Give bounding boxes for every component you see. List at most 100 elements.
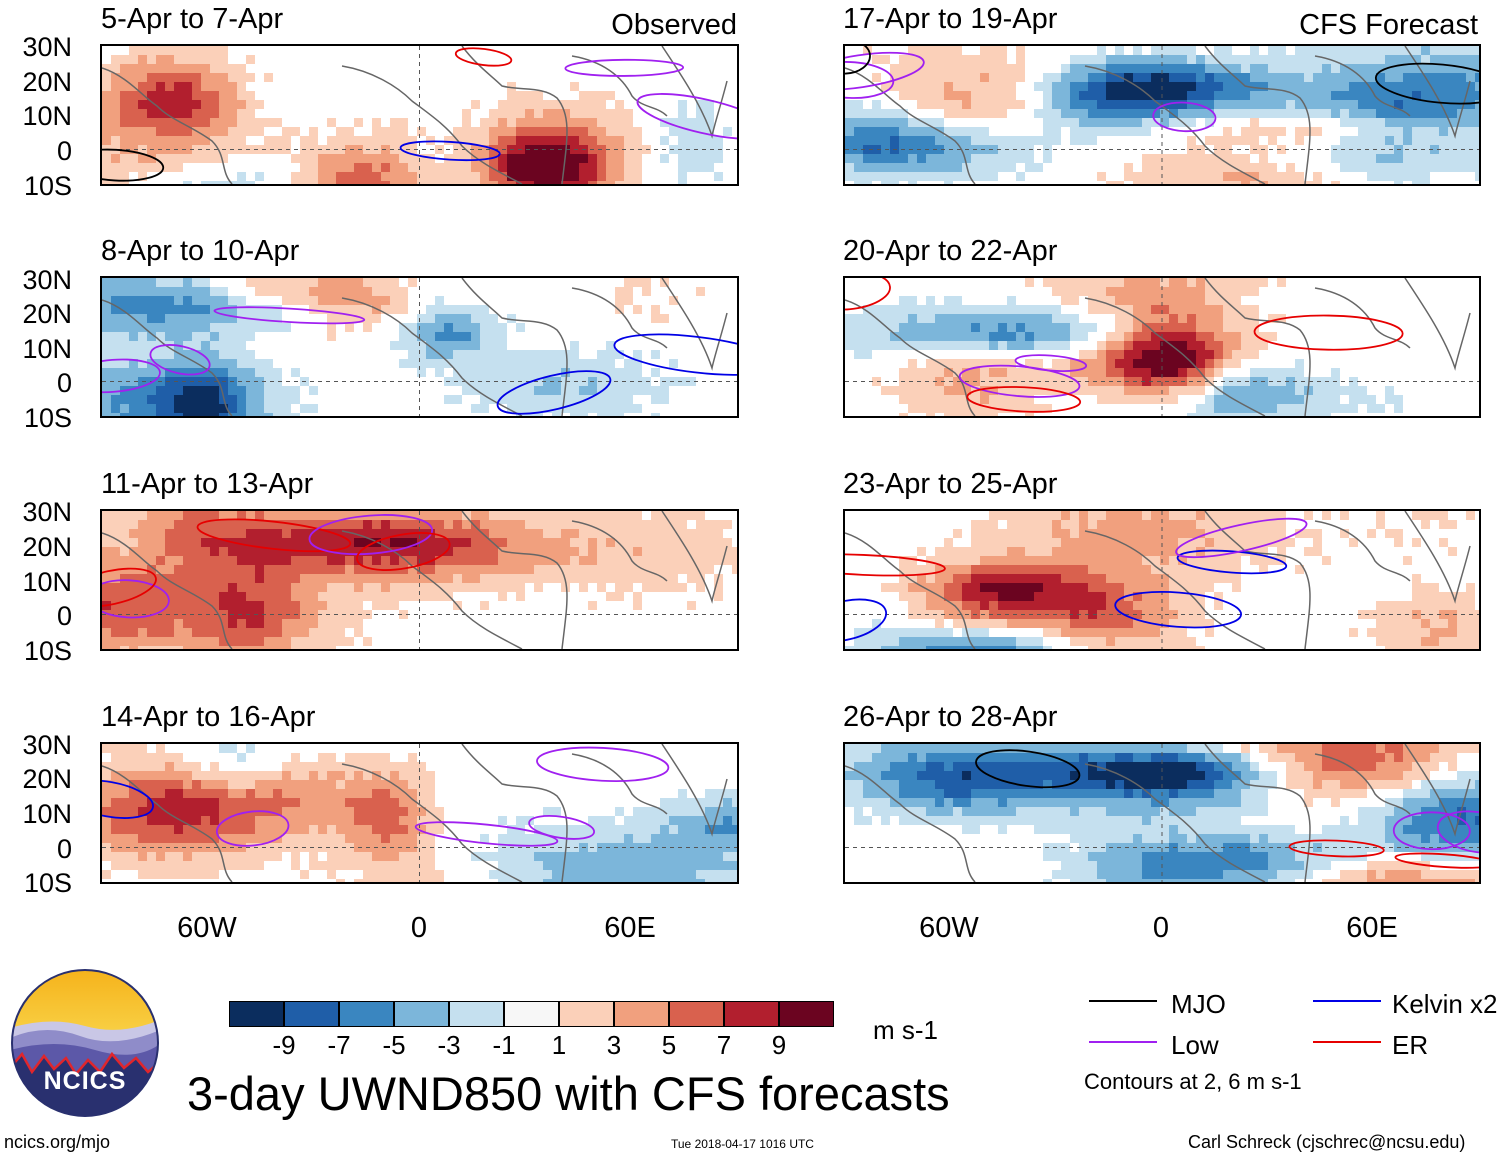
field-cell bbox=[606, 852, 615, 861]
field-cell bbox=[1034, 529, 1043, 538]
field-cell bbox=[908, 305, 917, 314]
field-cell bbox=[156, 413, 165, 416]
field-cell bbox=[120, 368, 129, 377]
field-cell bbox=[399, 181, 408, 184]
wave-contour bbox=[102, 579, 170, 619]
field-cell bbox=[183, 395, 192, 404]
field-cell bbox=[980, 172, 989, 181]
field-cell bbox=[1268, 314, 1277, 323]
field-cell bbox=[1232, 565, 1241, 574]
field-cell bbox=[624, 843, 633, 852]
field-cell bbox=[399, 834, 408, 843]
field-cell bbox=[183, 64, 192, 73]
field-cell bbox=[1133, 287, 1142, 296]
field-cell bbox=[516, 574, 525, 583]
field-cell bbox=[606, 825, 615, 834]
field-cell bbox=[201, 323, 210, 332]
field-cell bbox=[1349, 91, 1358, 100]
field-cell bbox=[435, 592, 444, 601]
field-cell bbox=[345, 762, 354, 771]
field-cell bbox=[246, 628, 255, 637]
field-cell bbox=[192, 136, 201, 145]
field-cell bbox=[1277, 82, 1286, 91]
field-cell bbox=[480, 386, 489, 395]
field-cell bbox=[138, 816, 147, 825]
field-cell bbox=[1079, 118, 1088, 127]
field-cell bbox=[1358, 163, 1367, 172]
lat-label: 10N bbox=[22, 334, 72, 364]
field-cell bbox=[588, 136, 597, 145]
field-cell bbox=[705, 816, 714, 825]
field-cell bbox=[1331, 368, 1340, 377]
field-cell bbox=[1151, 323, 1160, 332]
field-cell bbox=[228, 601, 237, 610]
field-cell bbox=[881, 341, 890, 350]
field-cell bbox=[534, 118, 543, 127]
field-cell bbox=[570, 359, 579, 368]
field-cell bbox=[989, 556, 998, 565]
field-cell bbox=[1187, 538, 1196, 547]
field-cell bbox=[615, 395, 624, 404]
wave-contour bbox=[215, 810, 290, 847]
field-cell bbox=[237, 646, 246, 649]
field-cell bbox=[237, 628, 246, 637]
field-cell bbox=[1430, 145, 1439, 154]
field-cell bbox=[1412, 109, 1421, 118]
field-cell bbox=[489, 368, 498, 377]
field-cell bbox=[1205, 82, 1214, 91]
field-cell bbox=[417, 314, 426, 323]
field-cell bbox=[1061, 520, 1070, 529]
field-cell bbox=[210, 154, 219, 163]
field-cell bbox=[714, 538, 723, 547]
field-cell bbox=[129, 744, 138, 753]
field-cell bbox=[138, 73, 147, 82]
field-cell bbox=[453, 395, 462, 404]
field-cell bbox=[138, 825, 147, 834]
field-cell bbox=[660, 825, 669, 834]
field-cell bbox=[705, 100, 714, 109]
field-cell bbox=[1412, 100, 1421, 109]
field-cell bbox=[1124, 172, 1133, 181]
field-cell bbox=[651, 386, 660, 395]
field-cell bbox=[1097, 395, 1106, 404]
field-cell bbox=[1349, 386, 1358, 395]
field-cell bbox=[165, 395, 174, 404]
field-cell bbox=[1124, 386, 1133, 395]
field-cell bbox=[615, 574, 624, 583]
field-cell bbox=[1106, 637, 1115, 646]
field-cell bbox=[129, 377, 138, 386]
field-cell bbox=[489, 109, 498, 118]
field-cell bbox=[534, 395, 543, 404]
field-cell bbox=[1313, 413, 1322, 416]
field-cell bbox=[1430, 154, 1439, 163]
field-cell bbox=[854, 172, 863, 181]
field-cell bbox=[111, 82, 120, 91]
field-cell bbox=[174, 127, 183, 136]
field-cell bbox=[237, 852, 246, 861]
field-cell bbox=[1439, 100, 1448, 109]
field-cell bbox=[219, 538, 228, 547]
coastline bbox=[1084, 297, 1266, 416]
field-cell bbox=[219, 100, 228, 109]
field-cell bbox=[1232, 55, 1241, 64]
field-cell bbox=[1007, 547, 1016, 556]
field-cell bbox=[1169, 287, 1178, 296]
field-cell bbox=[1412, 127, 1421, 136]
field-cell bbox=[678, 843, 687, 852]
field-cell bbox=[111, 825, 120, 834]
field-cell bbox=[642, 861, 651, 870]
field-cell bbox=[1223, 55, 1232, 64]
field-cell bbox=[1043, 547, 1052, 556]
field-cell bbox=[120, 296, 129, 305]
field-cell bbox=[1178, 287, 1187, 296]
field-cell bbox=[624, 145, 633, 154]
field-cell bbox=[264, 118, 273, 127]
field-cell bbox=[642, 834, 651, 843]
field-cell bbox=[498, 529, 507, 538]
field-cell bbox=[183, 73, 192, 82]
field-cell bbox=[408, 574, 417, 583]
field-cell bbox=[156, 780, 165, 789]
field-cell bbox=[1124, 547, 1133, 556]
field-cell bbox=[980, 556, 989, 565]
field-cell bbox=[1250, 395, 1259, 404]
